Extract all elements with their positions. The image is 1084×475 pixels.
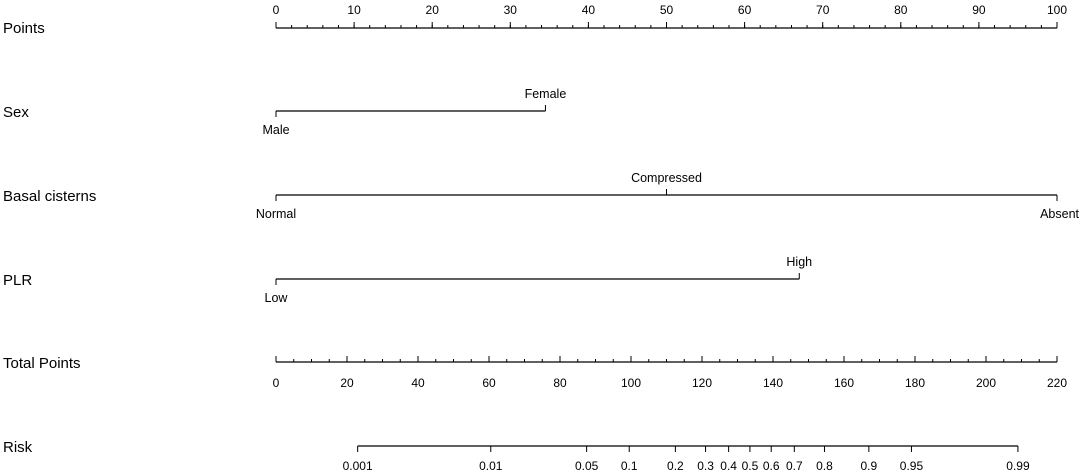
points-axis-tick-label: 40 xyxy=(582,3,596,17)
total-points-tick-label: 160 xyxy=(834,376,854,390)
variable-level-label: Male xyxy=(262,123,289,137)
risk-axis-tick-label: 0.9 xyxy=(861,459,878,473)
risk-axis-tick-label: 0.95 xyxy=(900,459,924,473)
risk-axis-tick-label: 0.4 xyxy=(720,459,737,473)
points-axis-tick-label: 0 xyxy=(273,3,280,17)
total-points-tick-label: 60 xyxy=(482,376,496,390)
points-axis-tick-label: 70 xyxy=(816,3,830,17)
points-axis-tick-label: 20 xyxy=(426,3,440,17)
variable-level-label: Normal xyxy=(256,207,296,221)
variable-level-label: Low xyxy=(265,291,289,305)
variable-level-label: Absent xyxy=(1040,207,1079,221)
total-points-tick-label: 40 xyxy=(411,376,425,390)
points-axis-tick-label: 80 xyxy=(894,3,908,17)
total-points-tick-label: 140 xyxy=(763,376,783,390)
points-axis-tick-label: 60 xyxy=(738,3,752,17)
risk-axis-tick-label: 0.1 xyxy=(621,459,638,473)
risk-axis-tick-label: 0.8 xyxy=(816,459,833,473)
total-points-tick-label: 200 xyxy=(976,376,996,390)
variable-level-label: High xyxy=(786,255,812,269)
variable-label-basal-cisterns: Basal cisterns xyxy=(3,188,96,205)
points-axis-label: Points xyxy=(3,20,45,37)
variable-level-label: Compressed xyxy=(631,171,702,185)
chart-marks: 0 10 20 30 40 50 60 70 80 90 100 Male Female Normal Co… xyxy=(256,3,1080,473)
risk-axis-tick-label: 0.01 xyxy=(479,459,503,473)
risk-axis-tick-label: 0.05 xyxy=(575,459,599,473)
risk-axis-tick-label: 0.001 xyxy=(343,459,373,473)
row-labels: Points Sex Basal cisterns PLR Total Poin… xyxy=(3,20,96,456)
total-points-tick-label: 20 xyxy=(340,376,354,390)
risk-axis-tick-label: 0.2 xyxy=(667,459,684,473)
variable-label-plr: PLR xyxy=(3,272,32,289)
risk-axis-tick-label: 0.7 xyxy=(786,459,803,473)
total-points-tick-label: 80 xyxy=(553,376,567,390)
variable-level-label: Female xyxy=(525,87,567,101)
points-axis-tick-label: 30 xyxy=(504,3,518,17)
total-points-tick-label: 0 xyxy=(273,376,280,390)
risk-axis-label: Risk xyxy=(3,439,33,456)
risk-axis-tick-label: 0.5 xyxy=(742,459,759,473)
points-axis-tick-label: 50 xyxy=(660,3,674,17)
total-points-tick-label: 120 xyxy=(692,376,712,390)
total-points-tick-label: 220 xyxy=(1047,376,1067,390)
risk-axis-tick-label: 0.3 xyxy=(697,459,714,473)
points-axis-tick-label: 100 xyxy=(1047,3,1067,17)
total-points-axis-label: Total Points xyxy=(3,355,81,372)
total-points-tick-label: 100 xyxy=(621,376,641,390)
total-points-tick-label: 180 xyxy=(905,376,925,390)
risk-axis-tick-label: 0.6 xyxy=(763,459,780,473)
risk-axis-tick-label: 0.99 xyxy=(1006,459,1030,473)
variable-label-sex: Sex xyxy=(3,104,29,121)
points-axis-tick-label: 90 xyxy=(972,3,986,17)
points-axis-tick-label: 10 xyxy=(347,3,361,17)
